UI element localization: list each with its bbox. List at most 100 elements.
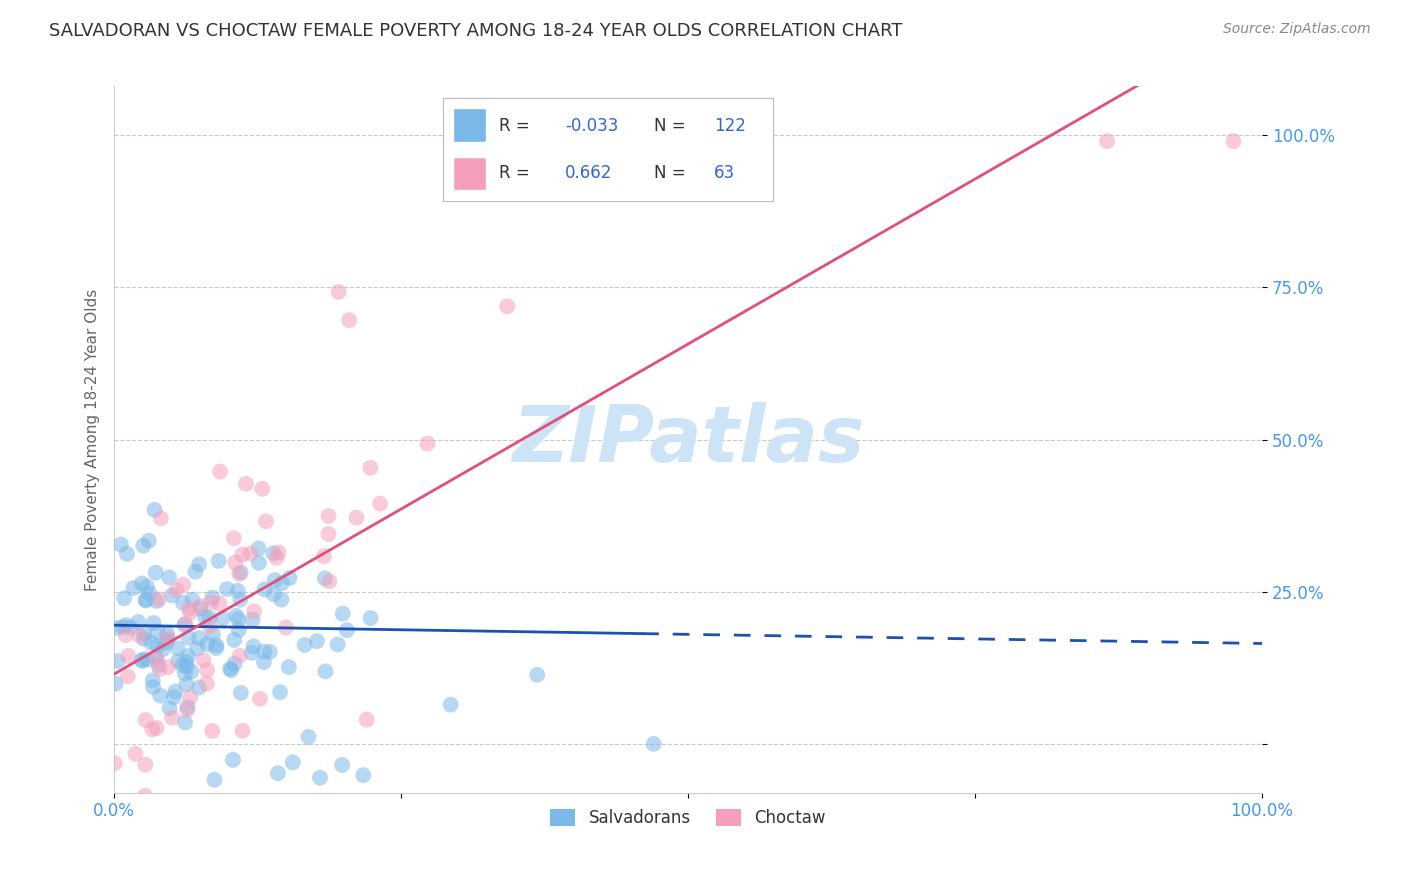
Point: [352, 768, 374, 782]
Point: [188, 601, 211, 615]
Point: [163, 690, 186, 705]
Point: [176, 703, 198, 717]
Text: R =: R =: [499, 117, 530, 135]
Point: [124, 747, 146, 761]
Point: [235, 476, 257, 491]
Point: [115, 547, 138, 561]
Point: [145, 721, 167, 735]
Point: [231, 723, 253, 738]
Bar: [453, 157, 486, 190]
Point: [643, 737, 665, 751]
Text: N =: N =: [654, 117, 686, 135]
Text: 122: 122: [714, 117, 745, 135]
Point: [228, 623, 250, 637]
Point: [146, 639, 169, 653]
Point: [156, 632, 179, 647]
Point: [205, 640, 228, 655]
Point: [174, 617, 197, 632]
Point: [142, 680, 165, 694]
Point: [134, 789, 156, 803]
Point: [198, 619, 221, 633]
Point: [1095, 134, 1118, 148]
Point: [243, 604, 266, 618]
Point: [134, 757, 156, 772]
Point: [247, 541, 270, 556]
Point: [266, 550, 288, 565]
Point: [270, 592, 292, 607]
Point: [326, 638, 349, 652]
Point: [111, 620, 134, 634]
Point: [176, 700, 198, 714]
Point: [117, 669, 139, 683]
Text: SALVADORAN VS CHOCTAW FEMALE POVERTY AMONG 18-24 YEAR OLDS CORRELATION CHART: SALVADORAN VS CHOCTAW FEMALE POVERTY AMO…: [49, 22, 903, 40]
Point: [267, 545, 290, 559]
Point: [281, 756, 304, 770]
Point: [314, 571, 336, 585]
Point: [167, 654, 190, 668]
Point: [132, 539, 155, 553]
Point: [253, 644, 276, 658]
Point: [207, 554, 229, 568]
Point: [174, 715, 197, 730]
Point: [229, 592, 252, 607]
Text: N =: N =: [654, 164, 686, 182]
Point: [184, 565, 207, 579]
Point: [297, 730, 319, 744]
Point: [253, 582, 276, 597]
Point: [356, 713, 378, 727]
Point: [179, 602, 201, 616]
Point: [148, 658, 170, 673]
Point: [181, 592, 204, 607]
Point: [209, 465, 232, 479]
Point: [337, 313, 360, 327]
Point: [277, 660, 299, 674]
Point: [166, 641, 188, 656]
Point: [172, 596, 194, 610]
Point: [176, 677, 198, 691]
Point: [112, 591, 135, 606]
Point: [138, 533, 160, 548]
Point: [135, 713, 157, 727]
Point: [229, 648, 252, 663]
Point: [177, 631, 200, 645]
Y-axis label: Female Poverty Among 18-24 Year Olds: Female Poverty Among 18-24 Year Olds: [86, 288, 100, 591]
Point: [440, 698, 463, 712]
Point: [314, 665, 336, 679]
Point: [174, 666, 197, 681]
Point: [157, 660, 180, 674]
Point: [135, 652, 157, 666]
Point: [148, 592, 170, 607]
Point: [117, 648, 139, 663]
Point: [155, 635, 177, 649]
Point: [346, 510, 368, 524]
Point: [131, 653, 153, 667]
Point: [229, 686, 252, 700]
Point: [195, 663, 218, 677]
Text: Source: ZipAtlas.com: Source: ZipAtlas.com: [1223, 22, 1371, 37]
Point: [224, 657, 246, 671]
Point: [226, 583, 249, 598]
Point: [165, 583, 187, 598]
Point: [208, 596, 231, 610]
Point: [138, 586, 160, 600]
Point: [267, 766, 290, 780]
Point: [131, 576, 153, 591]
Point: [526, 668, 548, 682]
Point: [156, 632, 179, 646]
Point: [219, 662, 242, 676]
Point: [135, 592, 157, 607]
Point: [149, 689, 172, 703]
Point: [193, 653, 215, 667]
Point: [224, 556, 246, 570]
Point: [496, 299, 519, 313]
Point: [359, 460, 381, 475]
Point: [368, 497, 391, 511]
Point: [259, 645, 281, 659]
Text: 0.662: 0.662: [565, 164, 613, 182]
Point: [127, 615, 149, 629]
Point: [224, 632, 246, 647]
Point: [253, 655, 276, 669]
Point: [128, 629, 150, 643]
Point: [180, 665, 202, 679]
Point: [160, 589, 183, 603]
